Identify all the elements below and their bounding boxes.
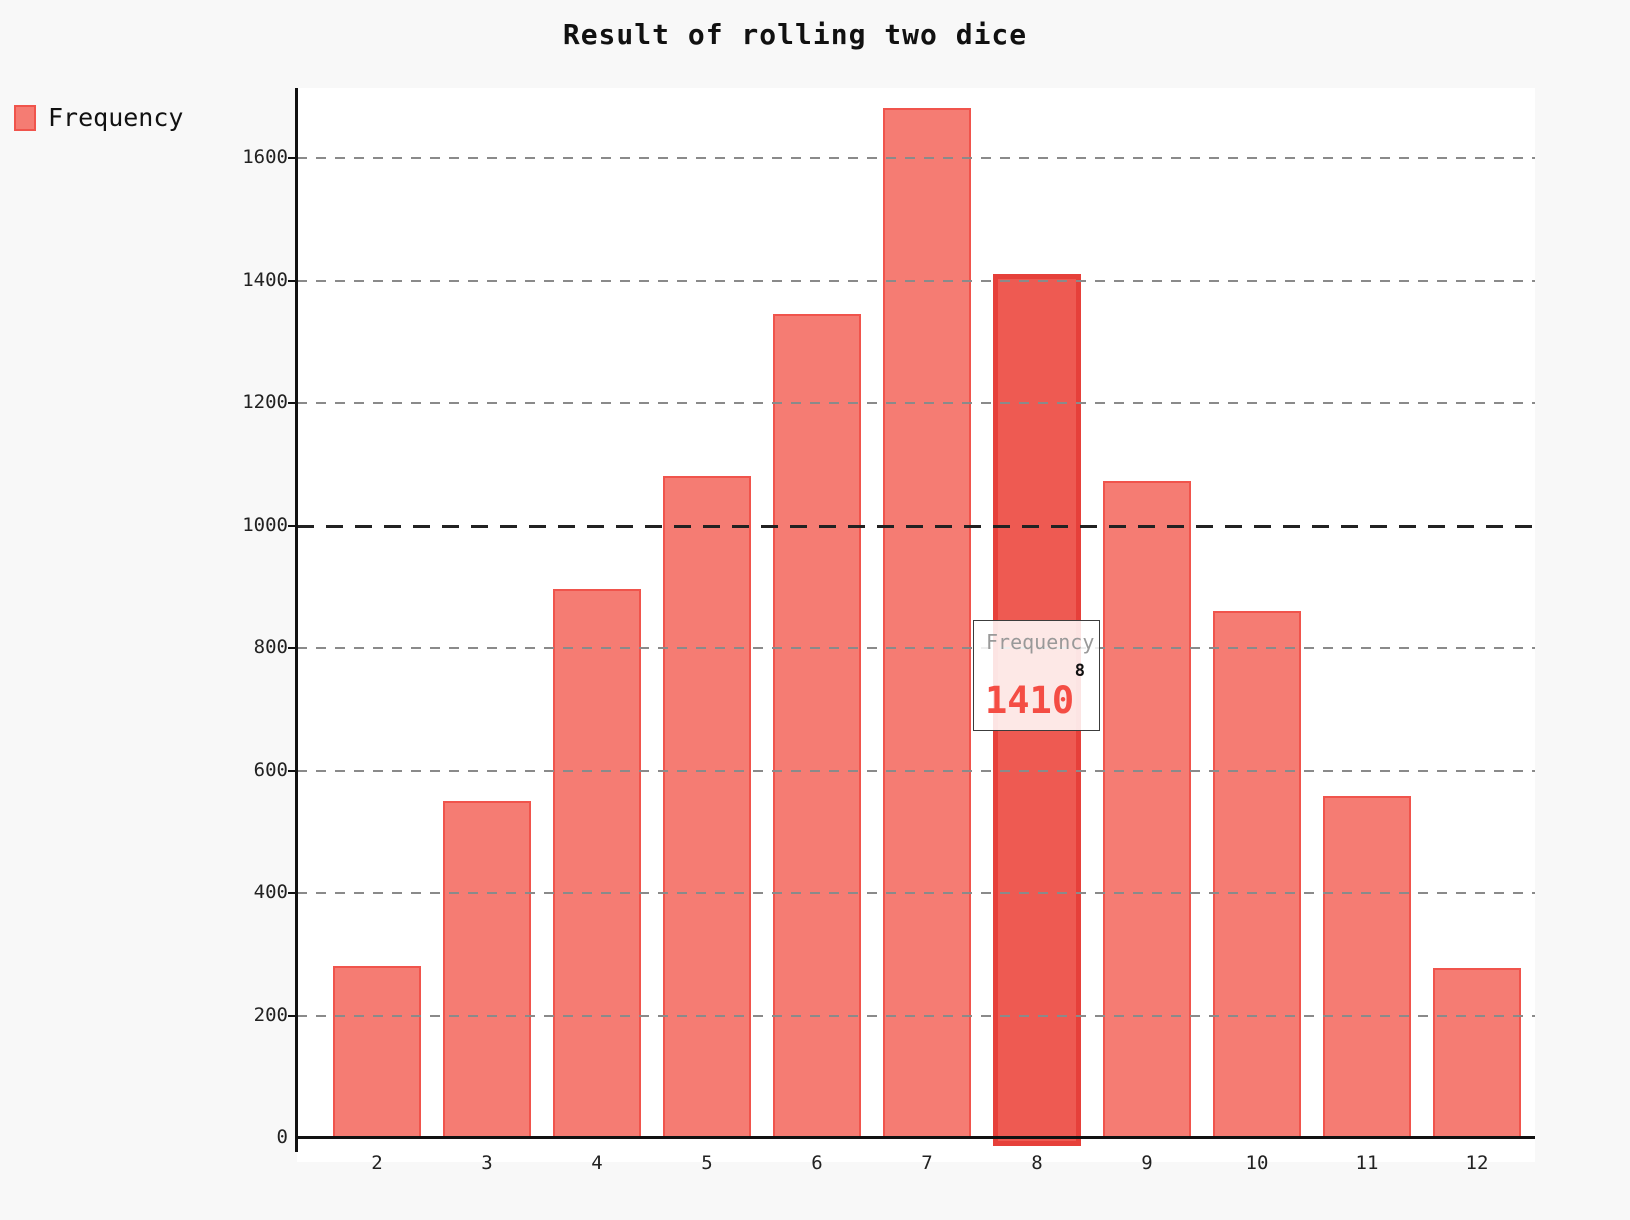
gridline-800 bbox=[297, 647, 1535, 649]
y-tick-200 bbox=[288, 1014, 297, 1017]
x-axis-label-11: 11 bbox=[1355, 1152, 1379, 1174]
gridline-1200 bbox=[297, 402, 1535, 404]
y-tick-400 bbox=[288, 892, 297, 894]
gridline-600 bbox=[297, 769, 1535, 772]
x-axis-label-7: 7 bbox=[921, 1152, 933, 1174]
tooltip-category: 8 bbox=[1074, 661, 1085, 681]
x-axis-label-9: 9 bbox=[1141, 1152, 1153, 1174]
y-tick-1000 bbox=[288, 524, 297, 527]
gridline-1600 bbox=[297, 157, 1535, 159]
legend-label: Frequency bbox=[48, 103, 184, 132]
x-axis-label-10: 10 bbox=[1245, 1152, 1269, 1174]
y-tick-1600 bbox=[288, 157, 297, 159]
y-axis-label-1600: 1600 bbox=[242, 146, 288, 168]
y-tick-1200 bbox=[288, 402, 297, 404]
x-axis-label-4: 4 bbox=[591, 1152, 603, 1174]
bar-4[interactable] bbox=[553, 589, 641, 1138]
y-axis-label-800: 800 bbox=[253, 636, 288, 658]
y-axis-label-1400: 1400 bbox=[242, 268, 288, 291]
x-axis-label-5: 5 bbox=[701, 1152, 713, 1174]
y-axis-label-600: 600 bbox=[253, 758, 288, 781]
y-axis-label-400: 400 bbox=[253, 881, 288, 903]
y-tick-800 bbox=[288, 647, 297, 649]
gridline-200 bbox=[297, 1014, 1535, 1017]
x-axis-label-3: 3 bbox=[481, 1152, 493, 1174]
gridline-400 bbox=[297, 892, 1535, 894]
bar-12[interactable] bbox=[1433, 968, 1521, 1138]
legend-item-frequency[interactable]: Frequency bbox=[14, 103, 183, 132]
bar-5[interactable] bbox=[663, 476, 751, 1138]
gridline-1000 bbox=[297, 524, 1535, 528]
bar-2[interactable] bbox=[333, 966, 421, 1138]
y-tick-1400 bbox=[288, 279, 297, 282]
bar-9[interactable] bbox=[1103, 481, 1191, 1138]
plot-area bbox=[297, 88, 1535, 1146]
gridline-1400 bbox=[297, 279, 1535, 282]
tooltip: Frequency 8 1410 bbox=[973, 620, 1100, 731]
x-axis-label-2: 2 bbox=[371, 1152, 383, 1174]
bar-11[interactable] bbox=[1323, 796, 1411, 1138]
plot-lower-margin bbox=[297, 1138, 1535, 1162]
bar-7[interactable] bbox=[883, 108, 971, 1138]
x-axis-label-8: 8 bbox=[1031, 1152, 1043, 1174]
y-axis-label-1000: 1000 bbox=[242, 513, 288, 536]
x-axis-line bbox=[297, 1136, 1535, 1139]
y-axis-line bbox=[295, 88, 298, 1152]
bar-6[interactable] bbox=[773, 314, 861, 1138]
x-axis-label-12: 12 bbox=[1465, 1152, 1489, 1174]
x-axis-label-6: 6 bbox=[811, 1152, 823, 1174]
bar-10[interactable] bbox=[1213, 611, 1301, 1138]
y-axis-label-1200: 1200 bbox=[242, 391, 288, 413]
bar-3[interactable] bbox=[443, 801, 531, 1138]
tooltip-value: 1410 bbox=[985, 679, 1075, 722]
chart-title: Result of rolling two dice bbox=[562, 18, 1028, 51]
y-axis-label-200: 200 bbox=[253, 1003, 288, 1026]
legend-swatch-icon bbox=[14, 104, 36, 131]
y-axis-label-0: 0 bbox=[276, 1126, 288, 1148]
tooltip-series-title: Frequency bbox=[986, 630, 1095, 654]
y-tick-600 bbox=[288, 769, 297, 772]
